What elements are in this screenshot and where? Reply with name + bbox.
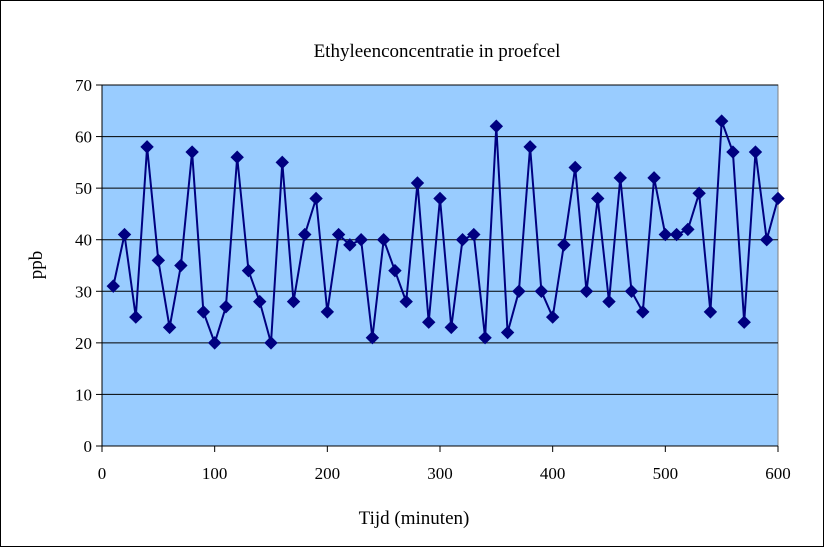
x-tick-label: 100: [202, 464, 228, 483]
data-point: [253, 294, 267, 309]
axes: [96, 84, 779, 452]
data-point: [185, 145, 199, 159]
data-point: [748, 145, 763, 159]
plot-area: [101, 84, 779, 447]
data-point: [410, 176, 425, 190]
data-point: [117, 227, 132, 242]
data-point: [331, 227, 346, 242]
data-point: [602, 294, 616, 309]
data-point: [309, 191, 323, 206]
data-point: [422, 315, 436, 329]
data-point: [376, 233, 391, 247]
data-point: [534, 284, 549, 298]
x-tick-label: 0: [98, 464, 107, 483]
y-tick-label: 20: [75, 334, 92, 353]
data-point: [275, 155, 289, 170]
data-point: [354, 233, 368, 247]
data-point: [512, 284, 526, 298]
data-point: [219, 300, 233, 314]
x-tick-label: 400: [540, 464, 566, 483]
x-tick-label: 500: [653, 464, 679, 483]
data-point: [737, 315, 751, 329]
data-point: [681, 222, 695, 237]
data-point: [523, 140, 537, 154]
data-point: [230, 150, 244, 164]
data-point: [455, 233, 470, 247]
data-point: [613, 171, 627, 185]
y-tick-label: 30: [75, 282, 92, 301]
data-point: [726, 145, 740, 159]
data-point: [162, 320, 177, 335]
data-point: [106, 279, 120, 293]
data-point: [298, 227, 312, 242]
y-tick-label: 10: [75, 385, 92, 404]
x-tick-label: 600: [765, 464, 791, 483]
y-tick-labels: 0 10 20 30 40 50 60 70: [75, 76, 92, 456]
data-point: [399, 294, 413, 309]
data-point: [591, 191, 605, 206]
data-point: [647, 171, 661, 185]
data-point: [478, 330, 492, 345]
data-point: [557, 238, 571, 252]
data-point: [636, 305, 650, 319]
y-tick-label: 60: [75, 128, 92, 147]
data-point: [500, 325, 515, 340]
x-axis-title: Tijd (minuten): [359, 508, 470, 529]
data-point: [140, 140, 154, 154]
data-point: [241, 263, 256, 278]
data-point: [760, 233, 774, 247]
data-point: [703, 305, 718, 319]
data-point: [365, 330, 380, 345]
y-axis-title: ppb: [26, 251, 47, 280]
data-point: [771, 191, 785, 206]
series-points-group: [106, 114, 785, 350]
data-point: [489, 119, 504, 133]
y-tick-label: 70: [75, 76, 92, 95]
y-tick-label: 40: [75, 231, 92, 250]
data-point: [658, 227, 673, 242]
x-tick-label: 300: [427, 464, 453, 483]
data-point: [286, 294, 301, 309]
data-point: [151, 253, 166, 268]
data-point: [624, 284, 639, 298]
x-tick-labels: 0 100 200 300 400 500 600: [98, 464, 791, 483]
data-point: [264, 336, 278, 350]
data-point: [196, 305, 211, 319]
data-point: [579, 284, 594, 298]
data-point: [444, 320, 458, 335]
x-tick-label: 200: [315, 464, 341, 483]
data-point: [207, 336, 222, 350]
data-point: [568, 160, 582, 175]
y-tick-label: 50: [75, 179, 92, 198]
data-point: [433, 191, 447, 206]
data-point: [714, 114, 729, 128]
data-point: [388, 263, 402, 278]
data-point: [174, 258, 188, 273]
data-point: [692, 186, 706, 201]
chart-title: Ethyleenconcentratie in proefcel: [314, 41, 561, 62]
y-tick-label: 0: [84, 437, 93, 456]
data-point: [669, 227, 684, 242]
data-point: [320, 305, 335, 319]
data-point: [545, 310, 560, 324]
data-point: [467, 227, 481, 242]
data-point: [343, 238, 357, 252]
data-point: [129, 310, 143, 324]
